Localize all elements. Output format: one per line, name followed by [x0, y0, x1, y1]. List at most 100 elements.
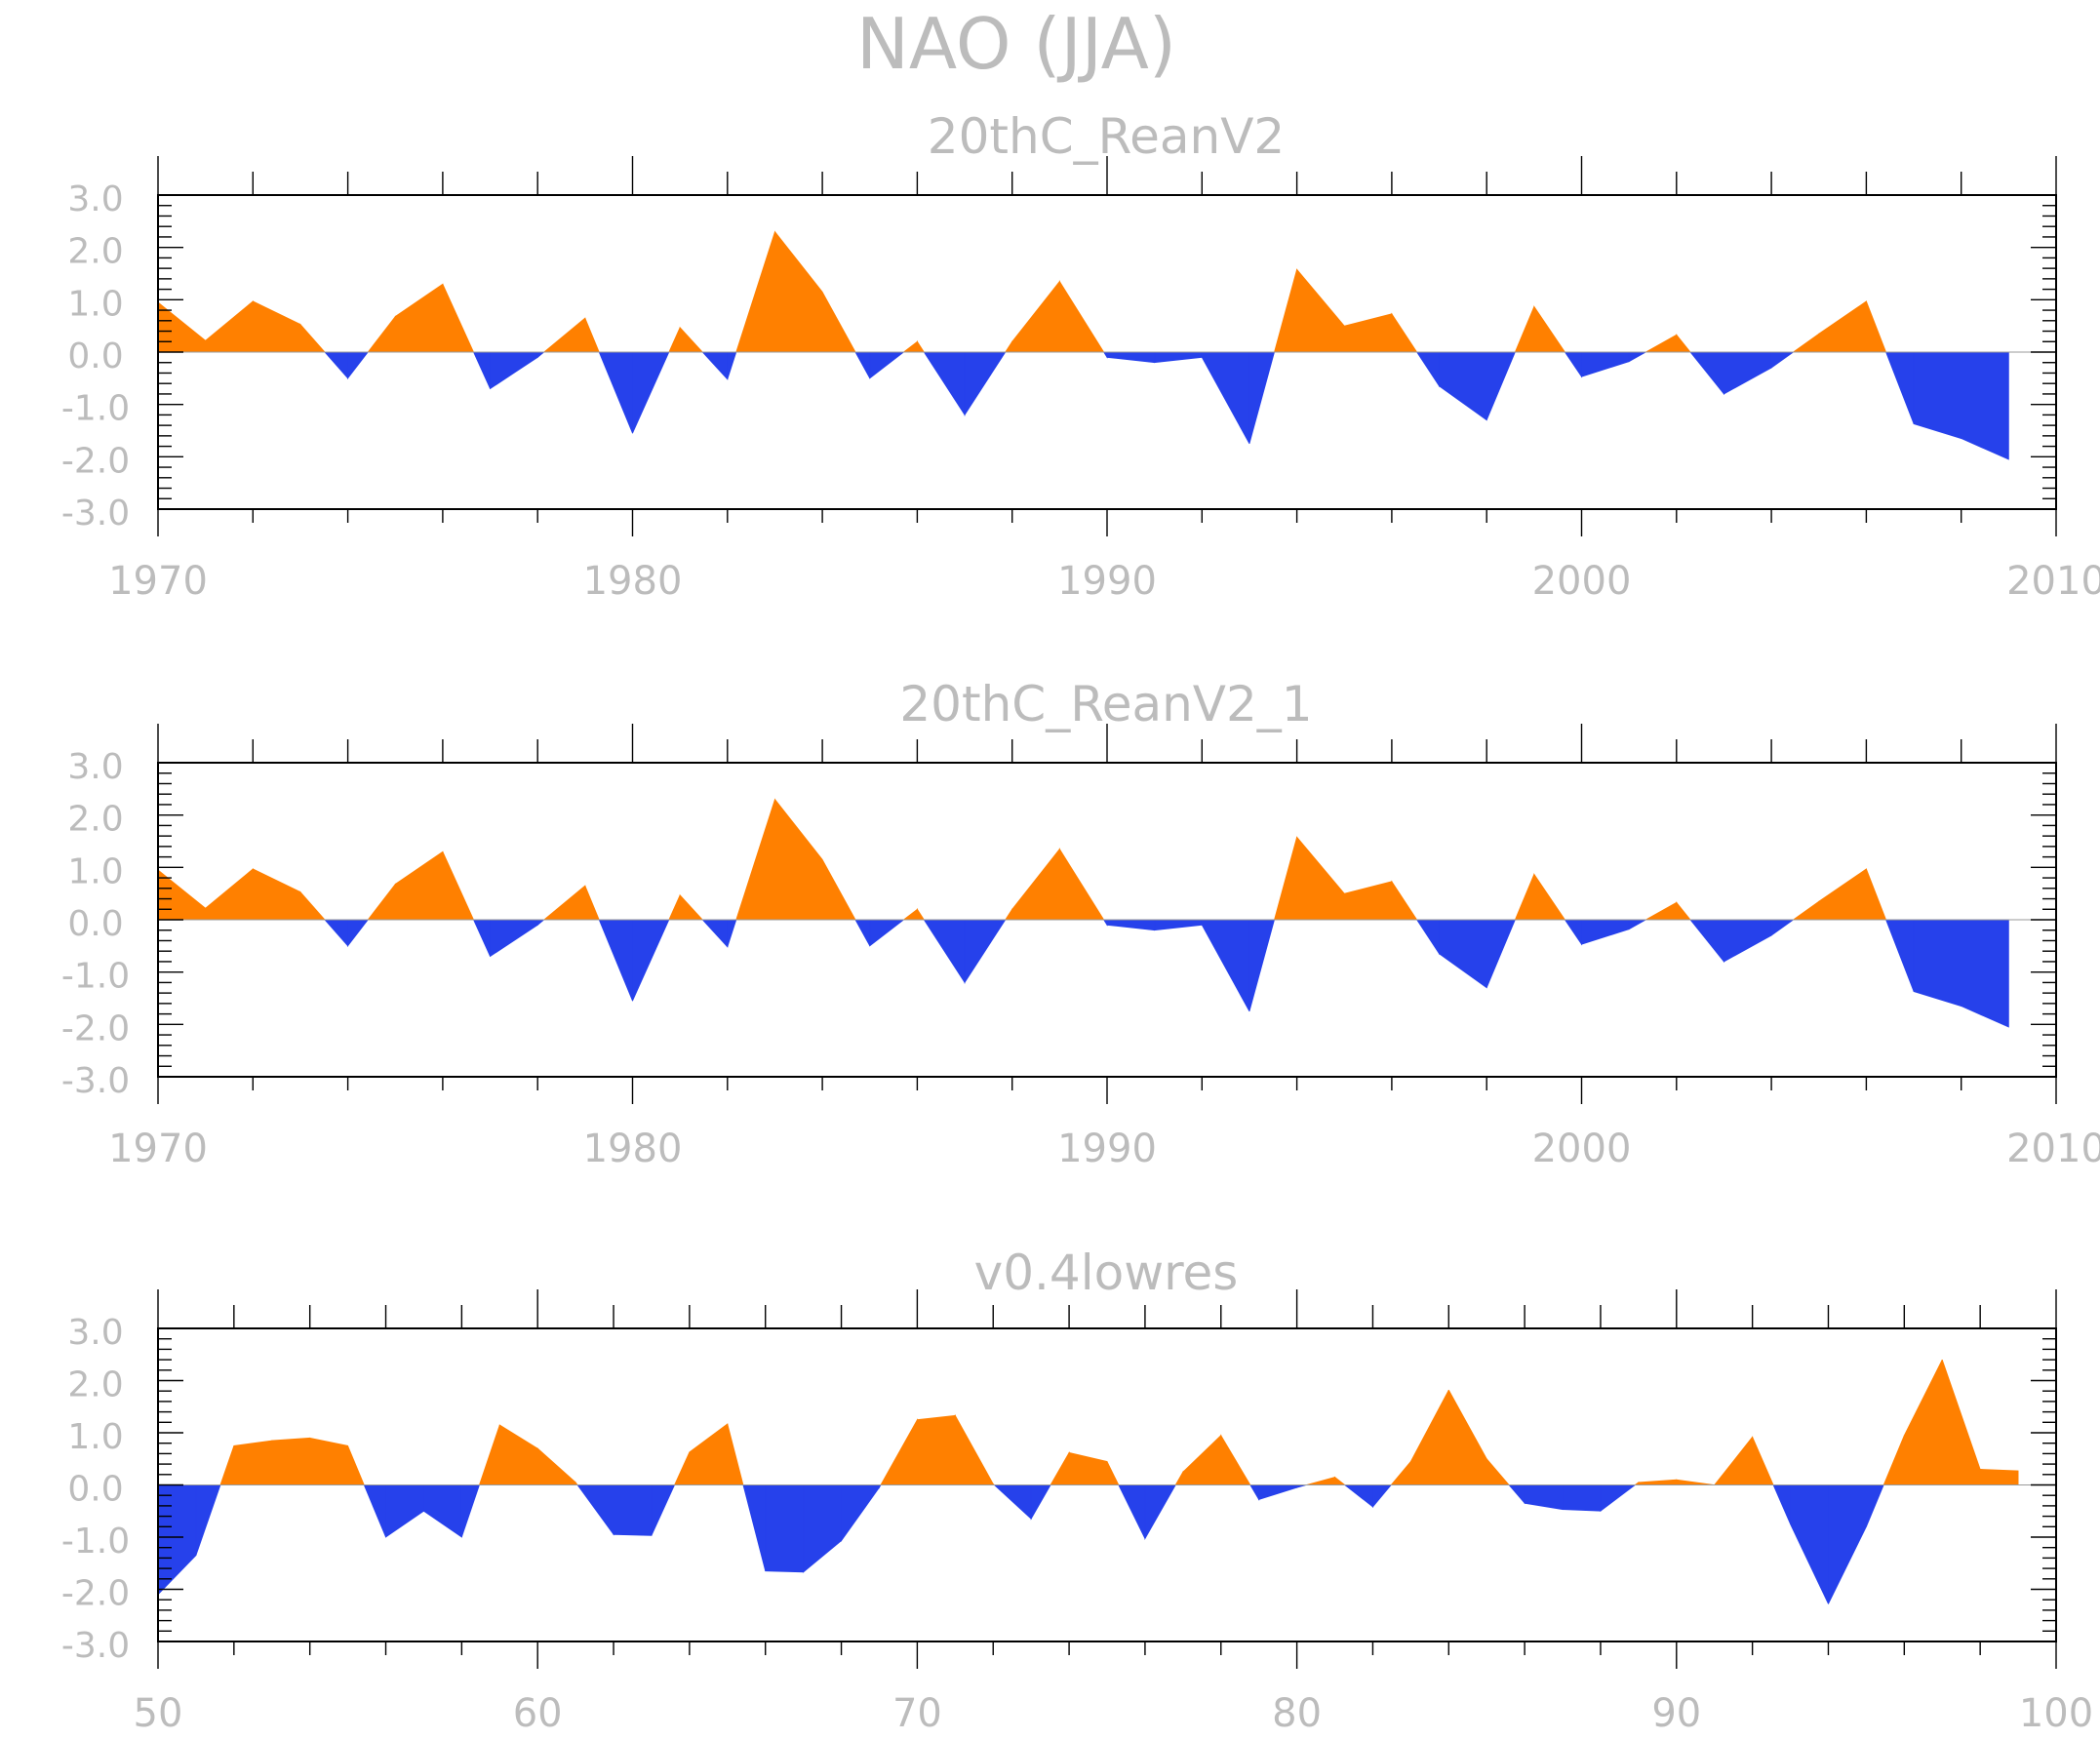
panel-3-xtick-label: 70	[892, 1691, 942, 1736]
panel-2-xtick-label: 1990	[1057, 1127, 1157, 1171]
panel-1-area-segment	[1058, 280, 1105, 353]
panel-2-area-segment	[821, 859, 856, 921]
panel-1-area-segment	[1273, 269, 1297, 353]
panel-3-area-segment	[1372, 1484, 1393, 1509]
panel-2-area-segment	[324, 919, 349, 947]
panel-1-plot: 3.0 2.0 1.0 0.0 -1.0 -2.0 -3.0 1970 1980 1990 2000…	[61, 156, 2100, 604]
panel-2: 20thC_ReanV2_1 3.0 2.0 1.0 0.0 -1.0 -2.0 -3.0 1…	[61, 676, 2100, 1171]
panel-1-area-segment	[324, 351, 349, 379]
panel-3-area-segment	[478, 1424, 500, 1485]
panel-2-area-segment	[442, 851, 475, 921]
panel-1-area-segment	[902, 340, 918, 353]
panel-1-area-segment	[490, 351, 538, 390]
panel-1-area-segment	[584, 317, 600, 353]
panel-1: 20thC_ReanV2 3.0 2.0 1.0 0.0 -1.0 -2.0 -3.0 197…	[61, 108, 2100, 604]
panel-3-area-segment	[1941, 1359, 1981, 1485]
panel-3-area-segment	[1306, 1476, 1335, 1485]
panel-1-ytick-label: -3.0	[61, 494, 130, 534]
panel-1-area-segment	[821, 292, 856, 353]
panel-1-area-segment	[542, 317, 586, 353]
panel-3-area-segment	[1979, 1469, 2019, 1485]
panel-2-title: 20thC_ReanV2_1	[899, 676, 1312, 732]
panel-3-area-segment	[1903, 1359, 1943, 1485]
panel-1-area-segment	[1792, 333, 1820, 353]
panel-3-ytick-label: 2.0	[67, 1365, 123, 1405]
panel-2-area-segment	[917, 907, 926, 921]
panel-2-xtick-label: 2010	[2006, 1127, 2100, 1171]
panel-2-area-segment	[490, 919, 538, 958]
panel-3-area-segment	[917, 1414, 956, 1485]
panel-2-area-segment	[542, 885, 586, 921]
panel-1-ytick-label: 2.0	[67, 232, 123, 272]
panel-1-area-segment	[869, 351, 905, 379]
panel-2-area-segment	[1564, 919, 1582, 946]
panel-1-area-segment	[1391, 312, 1418, 353]
panel-1-area-segment	[1689, 351, 1724, 396]
panel-3-area-segment	[1343, 1484, 1373, 1508]
panel-3-area-segment	[536, 1447, 576, 1485]
panel-3-xtick-label: 90	[1651, 1691, 1701, 1736]
panel-1-area-segment	[1154, 351, 1203, 364]
panel-2-area-segment	[1201, 919, 1250, 1012]
panel-3-area-segment	[157, 1484, 197, 1596]
panel-3-area-segment	[689, 1423, 729, 1485]
panel-3-area-segment	[765, 1484, 805, 1573]
panel-2-ytick-label: 3.0	[67, 747, 123, 787]
panel-3-area-segment	[1790, 1484, 1829, 1604]
panel-2-area-segment	[1005, 907, 1013, 921]
panel-3-area-segment	[1524, 1484, 1564, 1511]
panel-3-ytick-label: -2.0	[61, 1574, 130, 1614]
panel-3-area-segment	[1600, 1484, 1637, 1513]
panel-1-ytick-label: 1.0	[67, 284, 123, 324]
panel-2-area-segment	[1628, 919, 1647, 930]
panel-2-area-segment	[394, 850, 444, 921]
panel-1-area-segment	[205, 300, 254, 353]
panel-3-area-segment	[993, 1484, 1032, 1521]
panel-2-area-segment	[1102, 919, 1108, 927]
panel-1-area-segment	[917, 339, 926, 353]
panel-1-area-segment	[774, 230, 823, 353]
panel-3-title: v0.4lowres	[974, 1245, 1239, 1301]
panel-3-area-segment	[1258, 1484, 1297, 1501]
panel-2-ytick-label: 2.0	[67, 800, 123, 840]
panel-1-area-segment	[1343, 313, 1393, 353]
panel-3-plot: 3.0 2.0 1.0 0.0 -1.0 -2.0 -3.050 60 70 80 90 100	[61, 1289, 2093, 1736]
panel-1-area-segment	[1533, 305, 1566, 353]
panel-3-area-segment	[1562, 1484, 1602, 1512]
panel-3-area-segment	[347, 1445, 365, 1485]
panel-3-ytick-label: -3.0	[61, 1626, 130, 1666]
panel-1-area-segment	[923, 351, 966, 416]
panel-2-area-segment	[1644, 901, 1678, 921]
panel-2-area-segment	[1724, 919, 1772, 963]
panel-2-area-segment	[472, 919, 491, 957]
panel-2-area-segment	[299, 890, 326, 921]
panel-3-area-segment	[309, 1437, 349, 1485]
panel-3-area-segment	[954, 1413, 994, 1485]
panel-3-xtick-label: 80	[1272, 1691, 1322, 1736]
panel-1-ytick-label: 3.0	[67, 179, 123, 219]
panel-3-area-segment	[803, 1484, 842, 1573]
panel-1-area-segment	[668, 327, 681, 353]
panel-2-area-segment	[1106, 919, 1156, 931]
panel-2-area-segment	[1581, 919, 1630, 945]
panel-3-area-segment	[1486, 1457, 1510, 1485]
panel-2-area-segment	[584, 885, 600, 921]
panel-3-area-segment	[1447, 1389, 1487, 1485]
panel-1-xtick-label: 2000	[1532, 559, 1632, 604]
panel-3-area-segment	[1676, 1479, 1715, 1485]
panel-3-area-segment	[1638, 1479, 1678, 1485]
panel-3-area-segment	[195, 1484, 221, 1556]
panel-2-area-segment	[367, 883, 396, 921]
panel-1-area-segment	[1248, 351, 1276, 445]
panel-3-area-segment	[742, 1484, 767, 1571]
panel-2-area-segment	[1533, 873, 1566, 921]
panel-1-area-segment	[735, 231, 775, 353]
panel-3-area-segment	[673, 1451, 691, 1485]
panel-1-area-segment	[964, 351, 1007, 416]
panel-3-area-segment	[1182, 1434, 1222, 1485]
panel-2-ytick-label: -1.0	[61, 957, 130, 997]
panel-3-ytick-label: 3.0	[67, 1313, 123, 1353]
panel-3-ytick-label: -1.0	[61, 1522, 130, 1562]
panel-2-area-segment	[205, 868, 254, 921]
panel-2-area-segment	[252, 868, 301, 921]
